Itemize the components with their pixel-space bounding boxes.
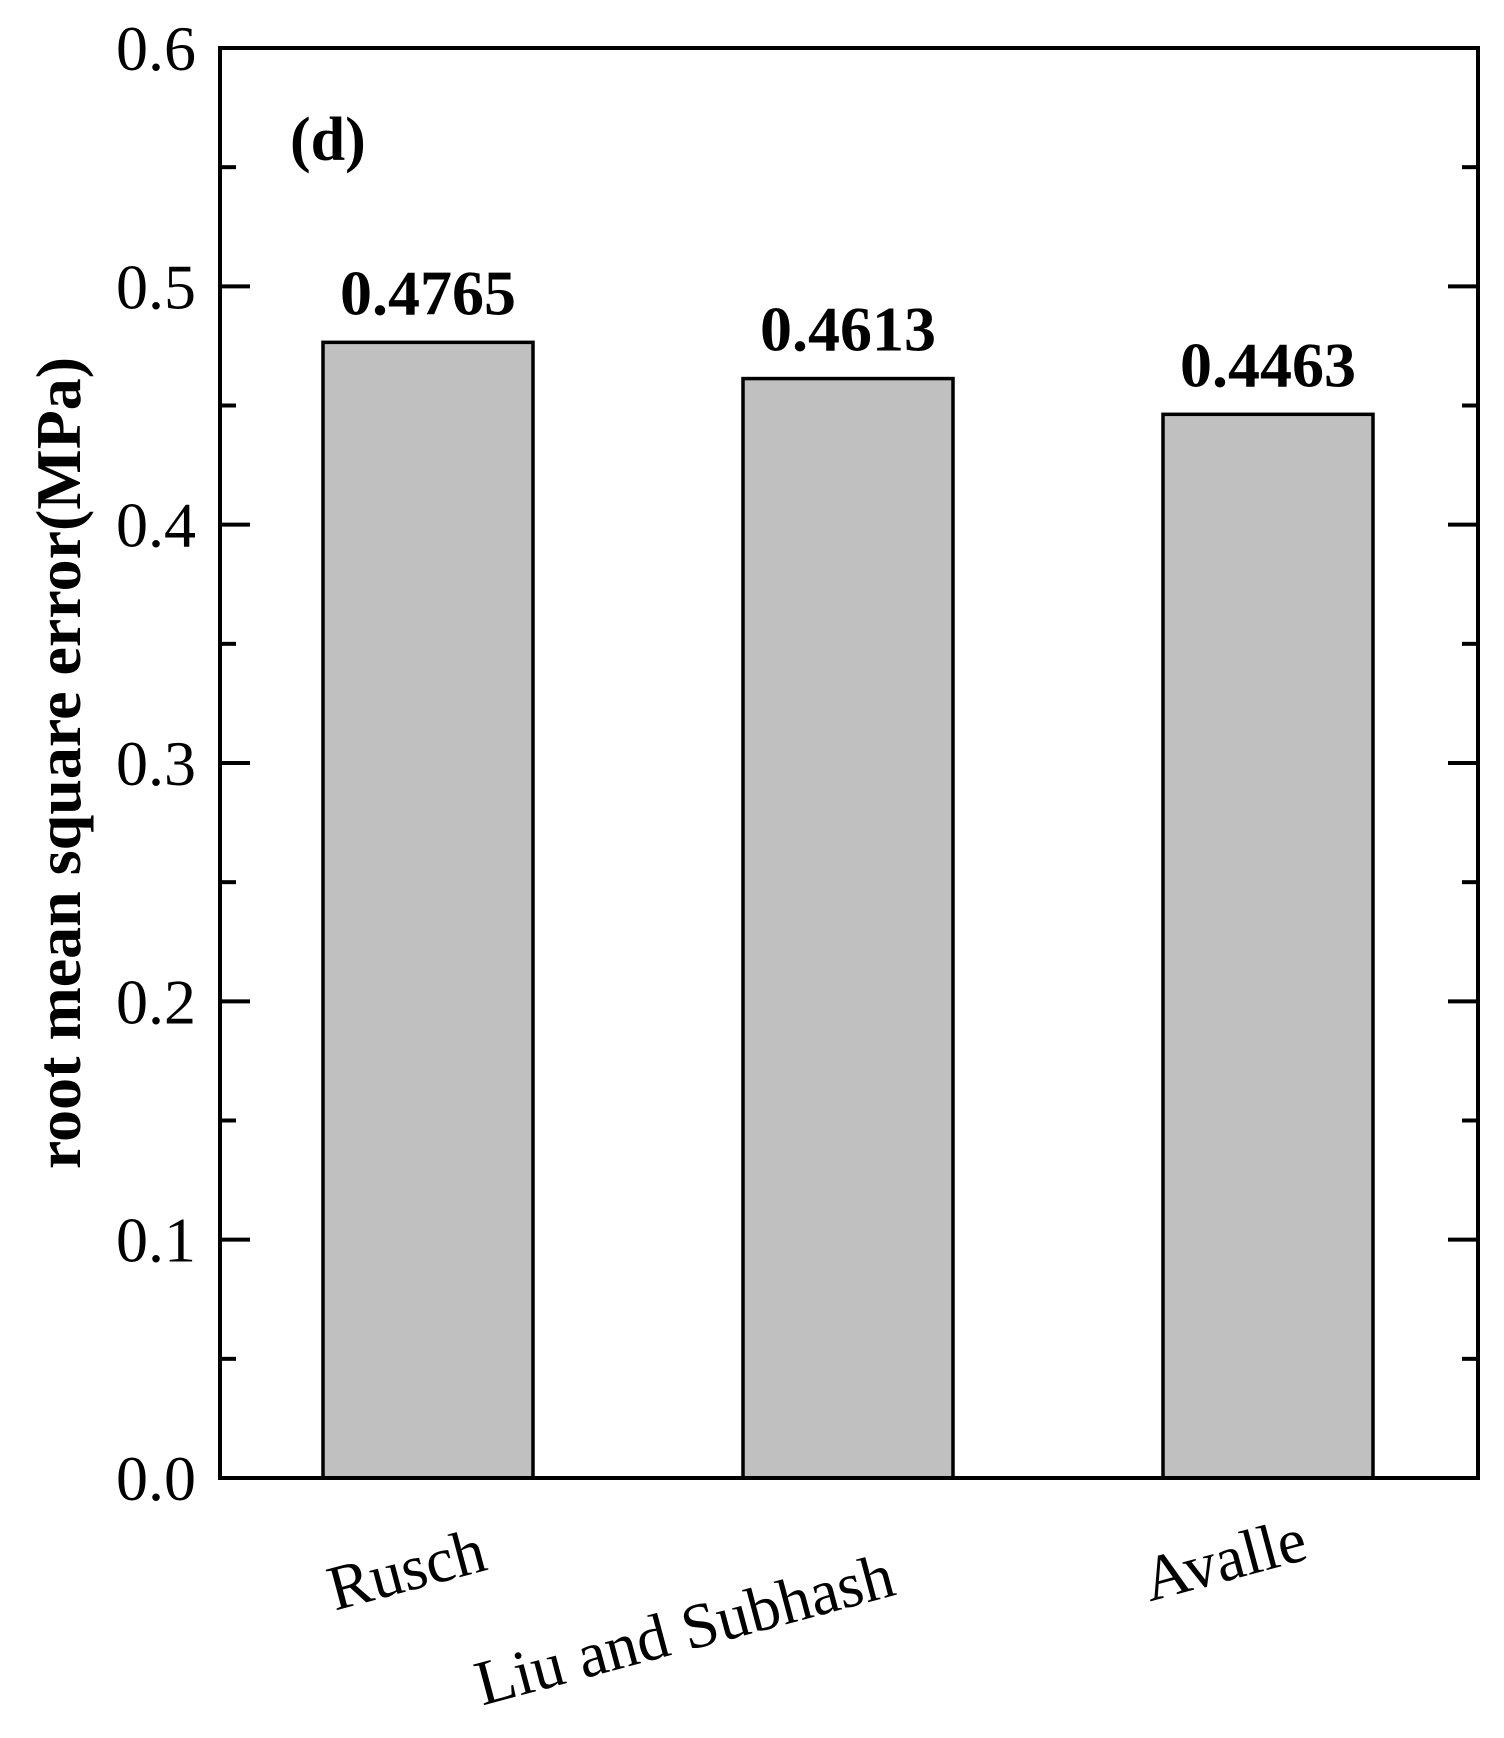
panel-label: (d) <box>290 106 366 174</box>
x-category-label-1: Rusch <box>320 1514 493 1624</box>
y-tick-label: 0.2 <box>116 966 196 1037</box>
y-tick-label: 0.3 <box>116 728 196 799</box>
y-tick-label: 0.0 <box>116 1443 196 1514</box>
data-labels-group: 0.4765 0.4613 0.4463 <box>340 257 1356 400</box>
bar-2 <box>741 376 955 1480</box>
bar-1 <box>321 340 535 1480</box>
y-tick-label: 0.5 <box>116 251 196 322</box>
y-tick-labels-group: 0.0 0.1 0.2 0.3 0.4 0.5 0.6 <box>116 13 196 1514</box>
data-label-3: 0.4463 <box>1180 329 1356 400</box>
y-tick-label: 0.6 <box>116 13 196 84</box>
bars-group <box>321 340 1375 1480</box>
y-axis-title: root mean square error(MPa) <box>23 357 94 1169</box>
bar-3 <box>1161 412 1375 1480</box>
ticks-group <box>220 46 1478 1480</box>
data-label-1: 0.4765 <box>340 257 516 328</box>
x-category-label-3: Avalle <box>1135 1503 1314 1615</box>
x-category-label-2: Liu and Subhash <box>467 1539 901 1719</box>
data-label-2: 0.4613 <box>760 294 936 365</box>
y-tick-label: 0.1 <box>116 1205 196 1276</box>
y-tick-label: 0.4 <box>116 490 196 561</box>
